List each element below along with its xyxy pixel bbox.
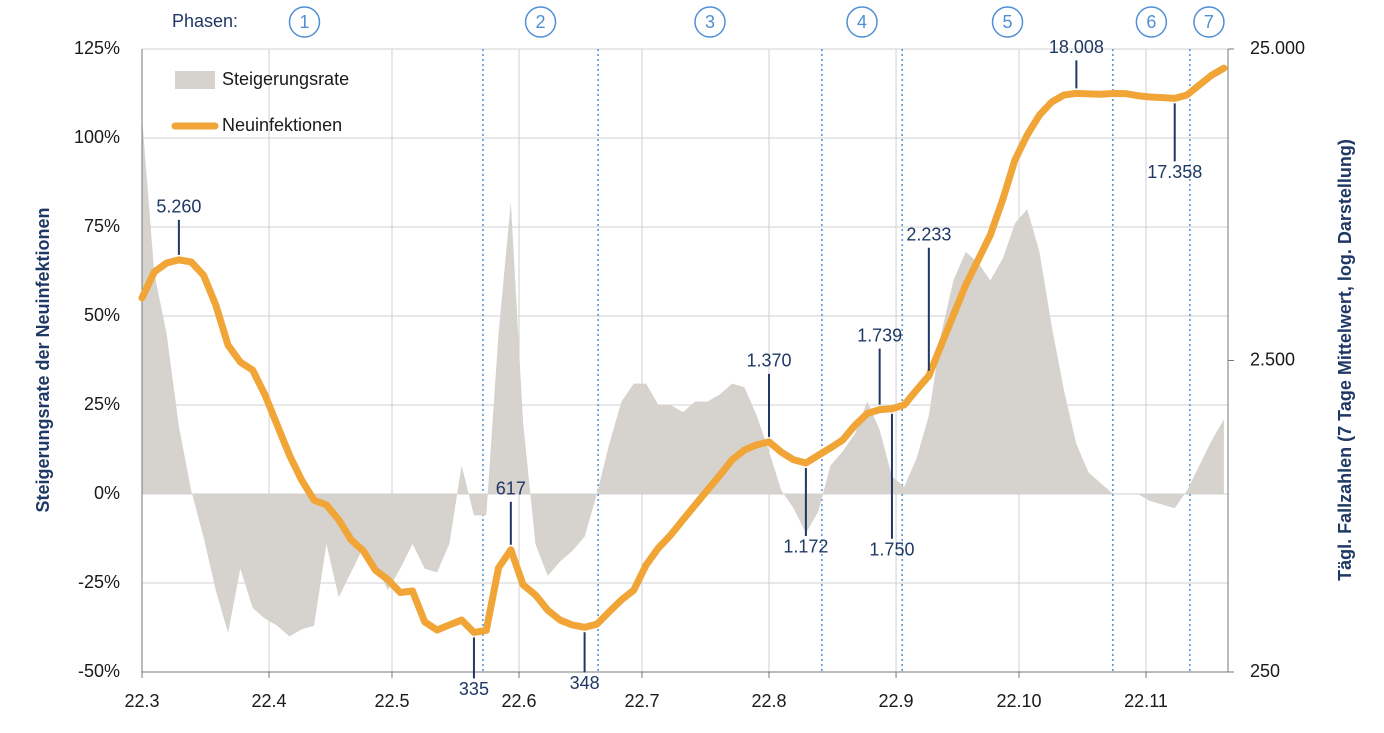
phase-circle xyxy=(524,6,557,38)
x-tick-label: 22.11 xyxy=(1124,691,1168,711)
annotation-label: 1.739 xyxy=(857,325,902,345)
annotation-label: 18.008 xyxy=(1049,37,1104,57)
x-tick-label: 22.4 xyxy=(252,691,287,711)
phase-number: 2 xyxy=(536,12,546,32)
y-axis-title: Steigerungsrate der Neuinfektionen xyxy=(33,207,53,512)
y-tick-label: 125% xyxy=(74,38,120,58)
x-tick-label: 22.5 xyxy=(374,691,409,711)
x-tick-label: 22.3 xyxy=(124,691,159,711)
x-tick-label: 22.6 xyxy=(502,691,537,711)
y-tick-label: 25% xyxy=(84,394,120,414)
legend-label: Steigerungsrate xyxy=(222,69,349,89)
phase-number: 3 xyxy=(705,12,715,32)
phase-number: 6 xyxy=(1146,12,1156,32)
annotation-label: 2.233 xyxy=(906,225,951,245)
phase-number: 4 xyxy=(857,12,867,32)
phase-number: 7 xyxy=(1204,12,1214,32)
annotation-label: 5.260 xyxy=(156,197,201,217)
phase-circle xyxy=(288,6,321,38)
annotation-label: 335 xyxy=(459,679,489,699)
phase-number: 1 xyxy=(299,12,309,32)
annotation-label: 348 xyxy=(570,673,600,693)
y-tick-label: -25% xyxy=(78,572,120,592)
y2-axis-title: Tägl. Fallzahlen (7 Tage Mittelwert, log… xyxy=(1335,139,1355,581)
legend-swatch xyxy=(175,71,215,89)
y-tick-label: 75% xyxy=(84,216,120,236)
legend-label: Neuinfektionen xyxy=(222,115,342,135)
phase-number: 5 xyxy=(1003,12,1013,32)
area xyxy=(142,116,1224,637)
annotation-label: 1.750 xyxy=(869,540,914,560)
annotation-label: 1.370 xyxy=(746,351,791,371)
phase-circle xyxy=(1193,6,1225,38)
x-tick-label: 22.9 xyxy=(879,691,914,711)
phase-circle xyxy=(694,6,726,38)
x-tick-label: 22.8 xyxy=(751,691,786,711)
phase-circle xyxy=(991,6,1024,38)
y2-tick-label: 250 xyxy=(1250,661,1280,681)
x-tick-label: 22.7 xyxy=(624,691,659,711)
phase-circle xyxy=(1135,6,1168,38)
y-tick-label: 100% xyxy=(74,127,120,147)
y-tick-label: 0% xyxy=(94,483,120,503)
y-tick-label: -50% xyxy=(78,661,120,681)
y-tick-label: 50% xyxy=(84,305,120,325)
y2-tick-label: 25.000 xyxy=(1250,38,1305,58)
x-tick-label: 22.10 xyxy=(996,691,1041,711)
annotation-label: 617 xyxy=(496,479,526,499)
annotation-label: 1.172 xyxy=(783,537,828,557)
y2-tick-label: 2.500 xyxy=(1250,349,1295,369)
phase-label: Phasen: xyxy=(172,11,238,31)
phase-circle xyxy=(846,6,878,38)
line xyxy=(138,64,1228,636)
annotation-label: 17.358 xyxy=(1147,162,1202,182)
